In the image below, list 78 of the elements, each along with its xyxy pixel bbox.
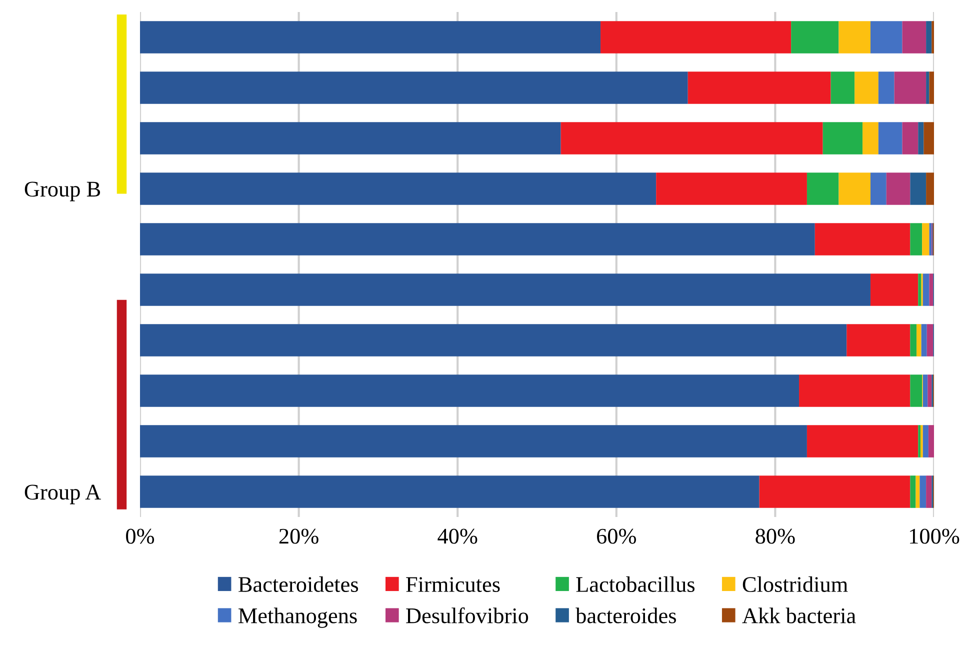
legend-label: Akk bacteria	[742, 608, 856, 624]
bar	[922, 374, 928, 407]
bar	[870, 274, 918, 306]
bar	[886, 172, 910, 205]
bar	[822, 122, 863, 154]
bar	[902, 21, 926, 54]
y-tick-label: Group A	[24, 484, 101, 504]
x-tick-label: 40%	[438, 528, 478, 544]
bar	[759, 476, 910, 508]
bar	[918, 122, 924, 154]
bar	[656, 172, 807, 205]
bar	[870, 172, 886, 205]
bar	[916, 476, 920, 508]
legend-label: Clostridium	[742, 576, 848, 592]
bar	[926, 21, 932, 54]
bar	[806, 425, 918, 458]
bar	[928, 374, 932, 407]
bar	[814, 223, 910, 256]
bar	[921, 324, 927, 356]
legend-label: bacteroides	[576, 608, 676, 624]
bar	[878, 72, 894, 104]
bar	[140, 324, 847, 356]
legend-label: Methanogens	[238, 608, 357, 628]
y-tick-label: Group B	[24, 182, 100, 202]
bar	[140, 476, 760, 508]
bar	[910, 172, 926, 205]
bar	[870, 21, 902, 54]
bar	[560, 122, 823, 154]
bar	[846, 324, 910, 356]
bar	[929, 223, 932, 256]
bar	[140, 72, 688, 104]
bar	[920, 476, 926, 508]
bar	[910, 324, 917, 356]
bar	[799, 374, 910, 407]
bar	[806, 172, 839, 205]
x-tick-label: 20%	[279, 528, 318, 544]
bar	[791, 21, 839, 54]
bar	[910, 223, 922, 256]
legend-label: Lactobacillus	[576, 576, 694, 592]
bar	[916, 324, 922, 356]
bar	[902, 122, 918, 154]
bar	[140, 374, 800, 407]
x-tick-label: 80%	[756, 528, 795, 544]
bar	[922, 223, 930, 256]
bar	[922, 274, 930, 306]
bar	[926, 172, 934, 205]
bar	[926, 72, 930, 104]
bar	[140, 223, 815, 256]
bar	[926, 324, 934, 356]
legend-label: Desulfovibrio	[406, 607, 528, 624]
x-tick-label: 0%	[126, 528, 154, 544]
bar	[140, 425, 807, 458]
bar	[918, 274, 922, 306]
bar	[922, 425, 928, 458]
bar	[910, 476, 916, 508]
bar	[924, 122, 934, 154]
bar	[838, 21, 870, 54]
bar	[140, 172, 656, 205]
bar	[878, 122, 902, 154]
x-tick-label: 100%	[910, 528, 960, 544]
bar	[140, 122, 561, 154]
legend-label: Bacteroidetes	[238, 576, 358, 592]
bar	[854, 72, 878, 104]
bar	[830, 72, 855, 104]
legend-label: Firmicutes	[406, 577, 500, 592]
bar	[910, 374, 922, 407]
bar	[929, 72, 934, 104]
bar	[600, 21, 792, 54]
bar	[862, 122, 878, 154]
bar	[929, 274, 934, 306]
bar	[894, 72, 926, 104]
bar	[688, 72, 831, 104]
bar	[838, 172, 870, 205]
bar	[140, 274, 870, 306]
bar	[140, 21, 601, 54]
bar	[928, 425, 934, 458]
bar	[926, 476, 932, 508]
x-tick-label: 60%	[596, 528, 636, 544]
